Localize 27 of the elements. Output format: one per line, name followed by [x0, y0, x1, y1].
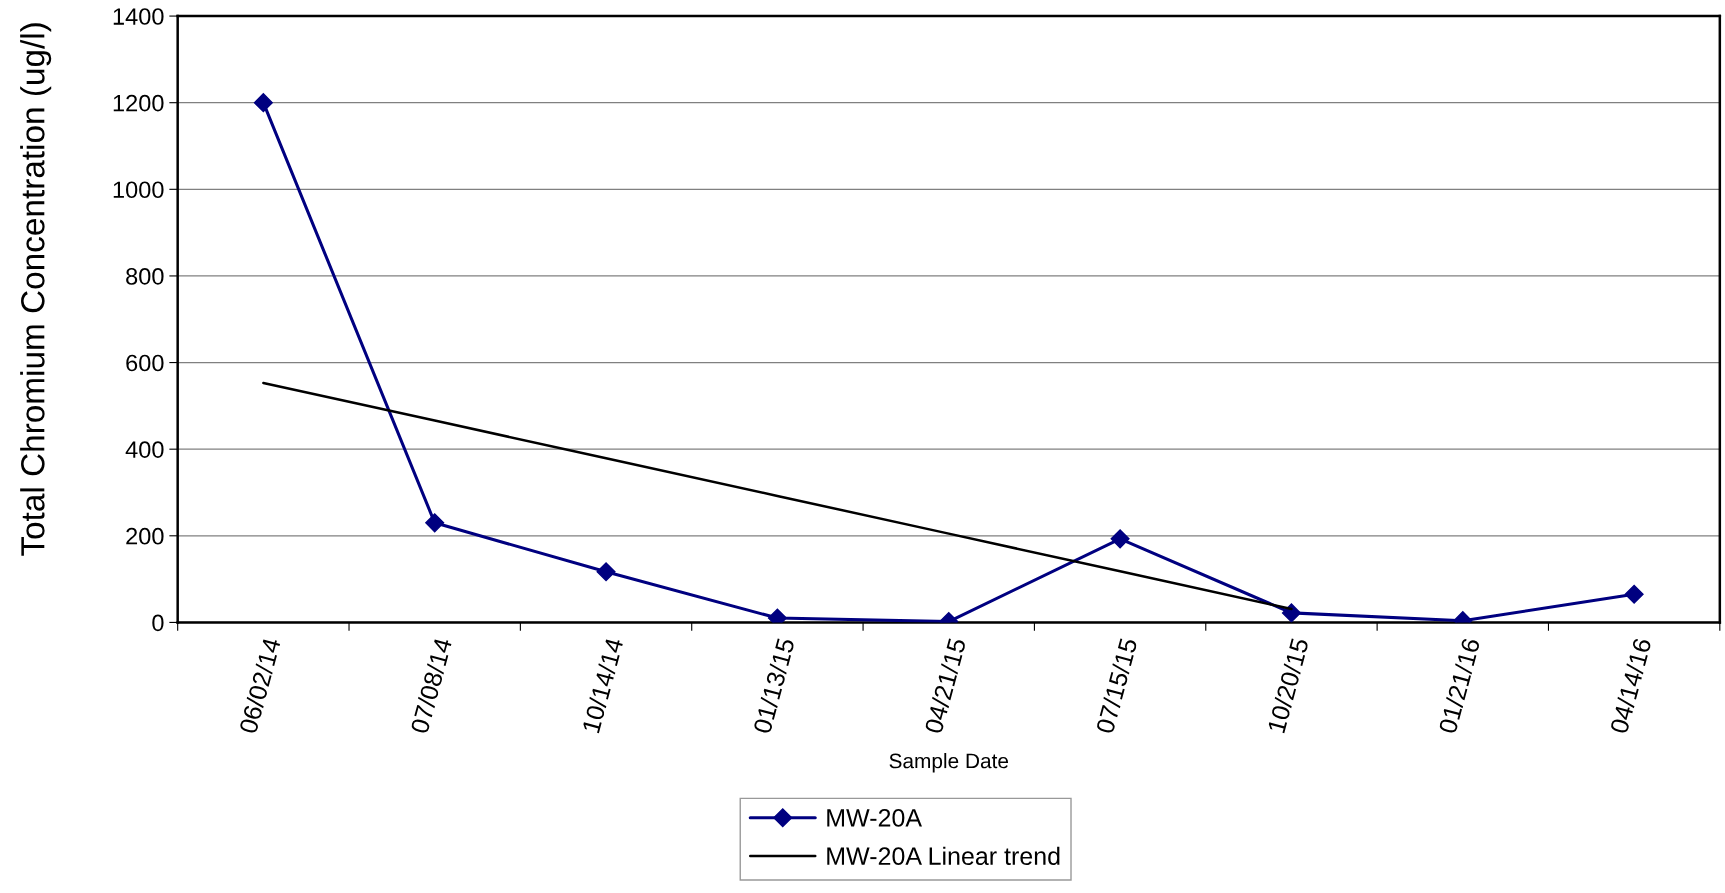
y-tick-label: 200: [126, 527, 164, 545]
x-axis-title: Sample Date: [889, 753, 1009, 773]
point: [1110, 529, 1130, 549]
legend-label: MW-20A: [827, 809, 922, 827]
point: [425, 513, 445, 533]
y-tick-label: 1400: [113, 8, 164, 25]
point: [1281, 603, 1301, 623]
x-tick-label: 04/14/16: [1609, 637, 1652, 735]
point: [1624, 584, 1644, 604]
point: [253, 93, 273, 113]
y-tick-label: 800: [126, 268, 164, 285]
x-tick-label: 06/02/14: [238, 637, 281, 735]
x-tick-label: 01/21/16: [1437, 637, 1481, 735]
y-tick-label: 400: [125, 441, 164, 458]
x-tick-label: 10/14/14: [581, 637, 624, 734]
x-tick-label: 04/21/15: [923, 637, 967, 735]
x-tick-label: 07/15/15: [1095, 637, 1138, 735]
point: [596, 562, 616, 582]
y-tick-label: 0: [152, 614, 164, 632]
x-tick-label: 01/13/15: [752, 637, 795, 735]
y-tick-label: 1000: [113, 181, 164, 199]
legend-label: MW-20A Linear trend: [827, 846, 1060, 866]
y-tick-label: 1200: [113, 94, 164, 112]
y-axis-title: Total Chromium Concentration (ug/l): [20, 23, 52, 556]
y-tick-label: 600: [126, 354, 164, 372]
x-tick-label: 07/08/14: [409, 637, 453, 735]
x-tick-label: 10/20/15: [1266, 637, 1309, 734]
